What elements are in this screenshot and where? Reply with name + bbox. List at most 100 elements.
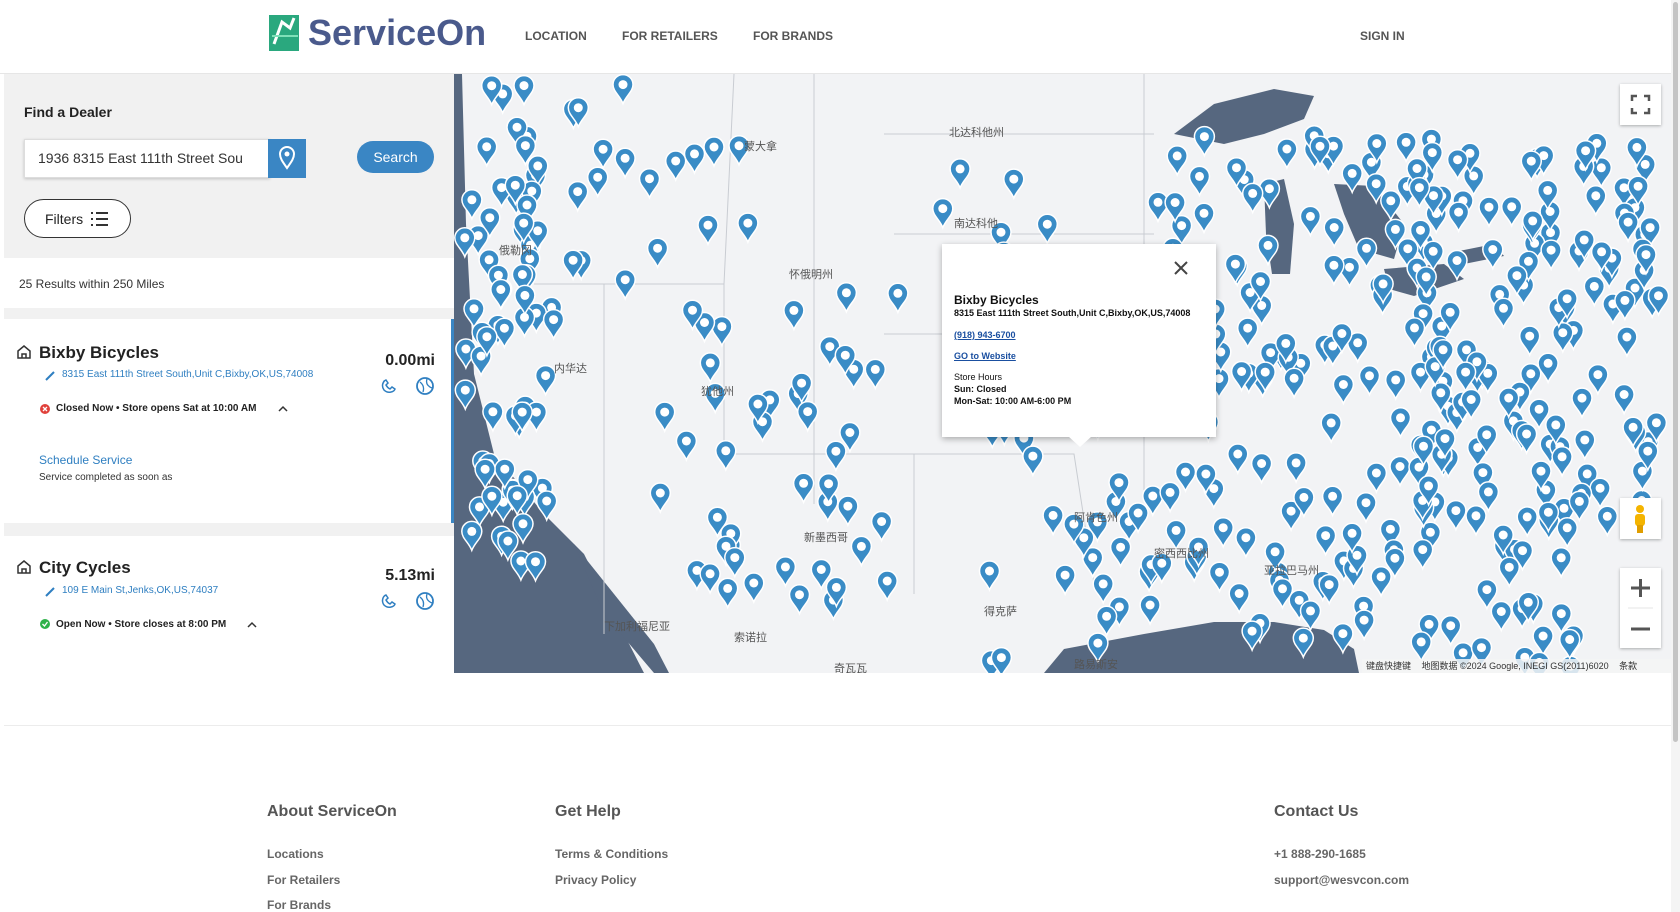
- map-marker[interactable]: [612, 74, 634, 106]
- map-marker[interactable]: [1365, 462, 1388, 495]
- map-marker[interactable]: [681, 299, 704, 332]
- map-marker[interactable]: [1372, 273, 1394, 306]
- sign-in[interactable]: SIGN IN: [1360, 29, 1405, 43]
- map-marker[interactable]: [1412, 435, 1435, 468]
- map-marker[interactable]: [1081, 546, 1104, 579]
- map-marker[interactable]: [512, 513, 534, 545]
- map-marker[interactable]: [1139, 594, 1161, 627]
- map-marker[interactable]: [497, 530, 519, 563]
- map-marker[interactable]: [1540, 239, 1562, 272]
- map-marker[interactable]: [1532, 625, 1554, 658]
- map-marker[interactable]: [1380, 190, 1402, 222]
- map-marker[interactable]: [1384, 547, 1406, 580]
- map-marker[interactable]: [1389, 407, 1412, 439]
- locate-button[interactable]: [268, 139, 306, 178]
- map-marker[interactable]: [1341, 522, 1363, 555]
- map-marker[interactable]: [1552, 321, 1574, 354]
- map-marker[interactable]: [1276, 138, 1298, 171]
- map-marker[interactable]: [1639, 216, 1661, 249]
- map-marker[interactable]: [494, 458, 516, 491]
- map-marker[interactable]: [932, 197, 954, 230]
- zoom-icons[interactable]: [1620, 568, 1661, 648]
- map-marker[interactable]: [1087, 632, 1109, 665]
- map-marker[interactable]: [1332, 373, 1355, 406]
- map-marker[interactable]: [1309, 135, 1331, 168]
- map-marker[interactable]: [737, 212, 759, 245]
- map-marker[interactable]: [1421, 141, 1444, 174]
- map-marker[interactable]: [592, 138, 614, 171]
- map-marker[interactable]: [1520, 363, 1542, 395]
- map-marker[interactable]: [1556, 517, 1578, 549]
- map-marker[interactable]: [1224, 253, 1247, 286]
- map-marker[interactable]: [1550, 547, 1572, 579]
- map-marker[interactable]: [1445, 499, 1467, 532]
- map-marker[interactable]: [1568, 490, 1591, 523]
- map-marker[interactable]: [699, 352, 722, 385]
- map-marker[interactable]: [1550, 602, 1573, 635]
- map-marker[interactable]: [1558, 628, 1581, 661]
- map-marker[interactable]: [864, 358, 887, 391]
- map-marker[interactable]: [1419, 521, 1442, 554]
- map-marker[interactable]: [703, 136, 725, 169]
- chevron[interactable]: [278, 405, 288, 413]
- popup-website[interactable]: GO to Website: [954, 351, 1016, 361]
- scroll-thumb[interactable]: [1673, 2, 1678, 742]
- map-marker[interactable]: [1446, 249, 1468, 282]
- map-marker[interactable]: [511, 401, 533, 434]
- filters-button[interactable]: Filters: [24, 199, 131, 238]
- contact-icons[interactable]: [380, 376, 436, 396]
- map-marker[interactable]: [835, 282, 858, 314]
- map-marker[interactable]: [728, 134, 750, 167]
- dealer-status[interactable]: Closed Now • Store opens Sat at 10:00 AM: [56, 403, 257, 414]
- map-marker[interactable]: [870, 510, 893, 543]
- map-marker[interactable]: [1430, 382, 1452, 414]
- map-marker[interactable]: [1321, 485, 1344, 518]
- map-marker[interactable]: [711, 315, 733, 348]
- map-marker[interactable]: [1454, 361, 1477, 394]
- map-marker[interactable]: [614, 147, 636, 180]
- map-marker[interactable]: [653, 401, 676, 434]
- map-marker[interactable]: [1188, 165, 1211, 198]
- map-marker[interactable]: [1447, 201, 1470, 234]
- map-marker[interactable]: [774, 556, 797, 589]
- map-marker[interactable]: [474, 458, 496, 491]
- map-marker[interactable]: [1460, 388, 1482, 421]
- fullscreen-button[interactable]: [1620, 84, 1661, 125]
- map-marker[interactable]: [1054, 564, 1076, 597]
- map-marker[interactable]: [1283, 367, 1305, 400]
- map-marker[interactable]: [476, 325, 498, 358]
- map-marker[interactable]: [1147, 191, 1169, 224]
- map-marker[interactable]: [1235, 526, 1257, 559]
- map-marker[interactable]: [1551, 446, 1573, 478]
- map-marker[interactable]: [1108, 471, 1130, 504]
- map-marker[interactable]: [513, 74, 535, 107]
- map-marker[interactable]: [1409, 219, 1432, 252]
- search-input[interactable]: 1936 8315 East 111th Street Sou: [24, 139, 270, 178]
- map-marker[interactable]: [683, 143, 706, 176]
- map-marker[interactable]: [1590, 157, 1613, 189]
- map-marker[interactable]: [534, 364, 557, 397]
- map-marker[interactable]: [1042, 504, 1064, 537]
- map-marker[interactable]: [527, 155, 549, 188]
- map-marker[interactable]: [506, 116, 528, 149]
- map-marker[interactable]: [1236, 317, 1259, 350]
- nav-link[interactable]: FOR BRANDS: [753, 29, 833, 43]
- map-marker[interactable]: [1617, 211, 1639, 244]
- dealer-status[interactable]: Open Now • Store closes at 8:00 PM: [56, 619, 227, 630]
- map-marker[interactable]: [1193, 202, 1215, 235]
- map-marker[interactable]: [1627, 175, 1649, 208]
- map-marker[interactable]: [1355, 491, 1377, 524]
- map-marker[interactable]: [1517, 591, 1540, 624]
- map-marker[interactable]: [1166, 145, 1188, 178]
- map-marker[interactable]: [990, 646, 1013, 673]
- map-marker[interactable]: [542, 308, 565, 341]
- map-marker[interactable]: [481, 485, 503, 518]
- map-marker[interactable]: [1022, 445, 1044, 478]
- map-marker[interactable]: [1492, 297, 1515, 330]
- map-marker[interactable]: [1573, 229, 1595, 262]
- map-marker[interactable]: [1379, 518, 1402, 551]
- map-marker[interactable]: [788, 583, 811, 616]
- map-marker[interactable]: [1637, 440, 1659, 473]
- map-marker[interactable]: [1384, 369, 1407, 402]
- map-marker[interactable]: [1511, 539, 1534, 572]
